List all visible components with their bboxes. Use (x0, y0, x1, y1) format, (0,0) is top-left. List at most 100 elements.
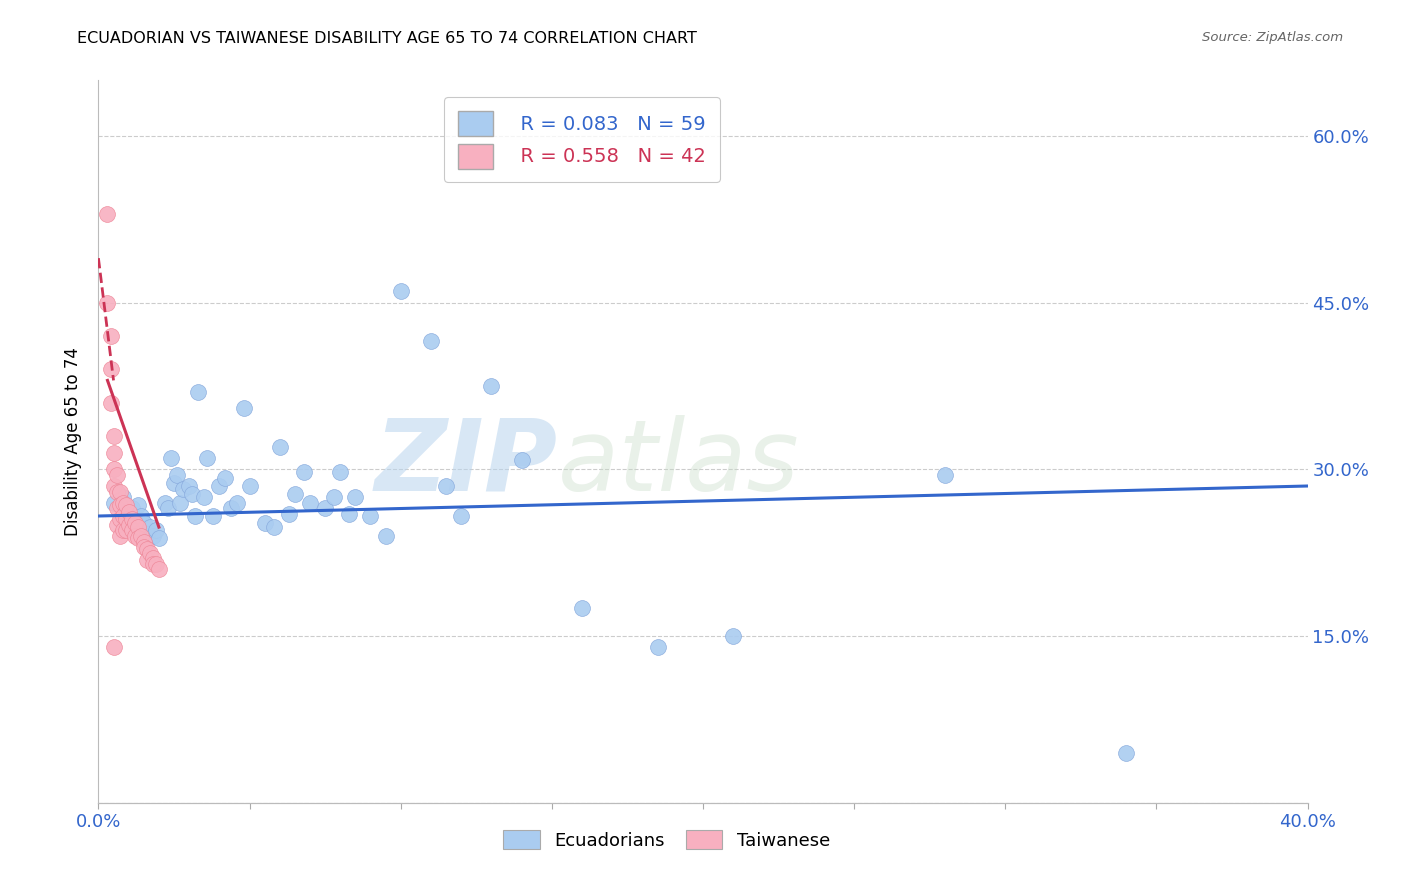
Point (129, 508, 152, 523)
Point (114, 507, 136, 521)
Point (374, 529, 396, 543)
Point (263, 520, 285, 534)
Point (103, 429, 125, 443)
Point (127, 498, 149, 512)
Point (121, 501, 143, 516)
Text: Source: ZipAtlas.com: Source: ZipAtlas.com (1202, 31, 1343, 45)
Point (344, 490, 367, 504)
Point (121, 512, 143, 526)
Point (105, 484, 128, 499)
Point (153, 496, 176, 510)
Text: ECUADORIAN VS TAIWANESE DISABILITY AGE 65 TO 74 CORRELATION CHART: ECUADORIAN VS TAIWANESE DISABILITY AGE 6… (77, 31, 697, 46)
Point (132, 534, 155, 549)
Point (111, 496, 134, 510)
Point (269, 440, 291, 454)
Point (103, 496, 125, 510)
Point (195, 451, 218, 466)
Point (118, 517, 141, 532)
Point (1115, 746, 1137, 760)
Point (129, 529, 152, 543)
Point (647, 640, 669, 655)
Point (121, 524, 143, 538)
Point (111, 524, 134, 538)
Point (105, 517, 128, 532)
Point (253, 516, 276, 530)
Y-axis label: Disability Age 65 to 74: Disability Age 65 to 74 (65, 347, 83, 536)
Point (118, 505, 141, 519)
Point (135, 553, 157, 567)
Point (124, 516, 146, 530)
Point (139, 520, 162, 534)
Point (450, 508, 472, 523)
Point (127, 520, 149, 534)
Point (337, 507, 360, 521)
Point (148, 531, 170, 545)
Point (105, 467, 128, 482)
Point (142, 551, 165, 566)
Point (314, 501, 336, 516)
Point (132, 516, 155, 530)
Point (111, 508, 134, 523)
Point (214, 471, 236, 485)
Point (103, 462, 125, 476)
Point (323, 490, 346, 504)
Point (160, 451, 183, 466)
Point (148, 562, 170, 576)
Point (389, 285, 412, 299)
Point (187, 384, 209, 399)
Point (181, 487, 204, 501)
Point (232, 401, 254, 416)
Point (135, 526, 157, 541)
Point (481, 379, 503, 393)
Point (127, 531, 149, 545)
Point (111, 490, 134, 504)
Point (96, 207, 118, 221)
Point (571, 601, 593, 615)
Point (108, 498, 131, 512)
Point (103, 479, 125, 493)
Point (169, 496, 191, 510)
Point (510, 453, 533, 467)
Point (163, 475, 186, 490)
Legend: Ecuadorians, Taiwanese: Ecuadorians, Taiwanese (495, 822, 839, 859)
Point (166, 467, 188, 482)
Point (420, 334, 443, 349)
Point (172, 483, 194, 497)
Point (139, 546, 162, 560)
Point (103, 445, 125, 459)
Point (934, 467, 956, 482)
Point (145, 557, 167, 571)
Point (108, 512, 131, 526)
Point (277, 507, 299, 521)
Point (208, 479, 231, 493)
Point (142, 529, 165, 543)
Point (202, 508, 225, 523)
Point (723, 629, 745, 643)
Point (124, 517, 146, 532)
Point (284, 487, 307, 501)
Point (221, 501, 243, 516)
Point (114, 498, 136, 512)
Point (179, 479, 201, 493)
Point (100, 395, 122, 409)
Point (226, 496, 249, 510)
Point (96, 295, 118, 310)
Text: ZIP: ZIP (375, 415, 558, 512)
Point (360, 508, 382, 523)
Point (108, 484, 131, 499)
Point (100, 329, 122, 343)
Point (103, 640, 125, 655)
Point (156, 501, 179, 516)
Text: atlas: atlas (558, 415, 800, 512)
Point (299, 496, 322, 510)
Point (118, 512, 141, 526)
Point (329, 465, 352, 479)
Point (239, 479, 262, 493)
Point (132, 540, 155, 554)
Point (184, 508, 207, 523)
Point (142, 557, 165, 571)
Point (100, 362, 122, 376)
Point (114, 512, 136, 526)
Point (193, 490, 215, 504)
Point (434, 479, 457, 493)
